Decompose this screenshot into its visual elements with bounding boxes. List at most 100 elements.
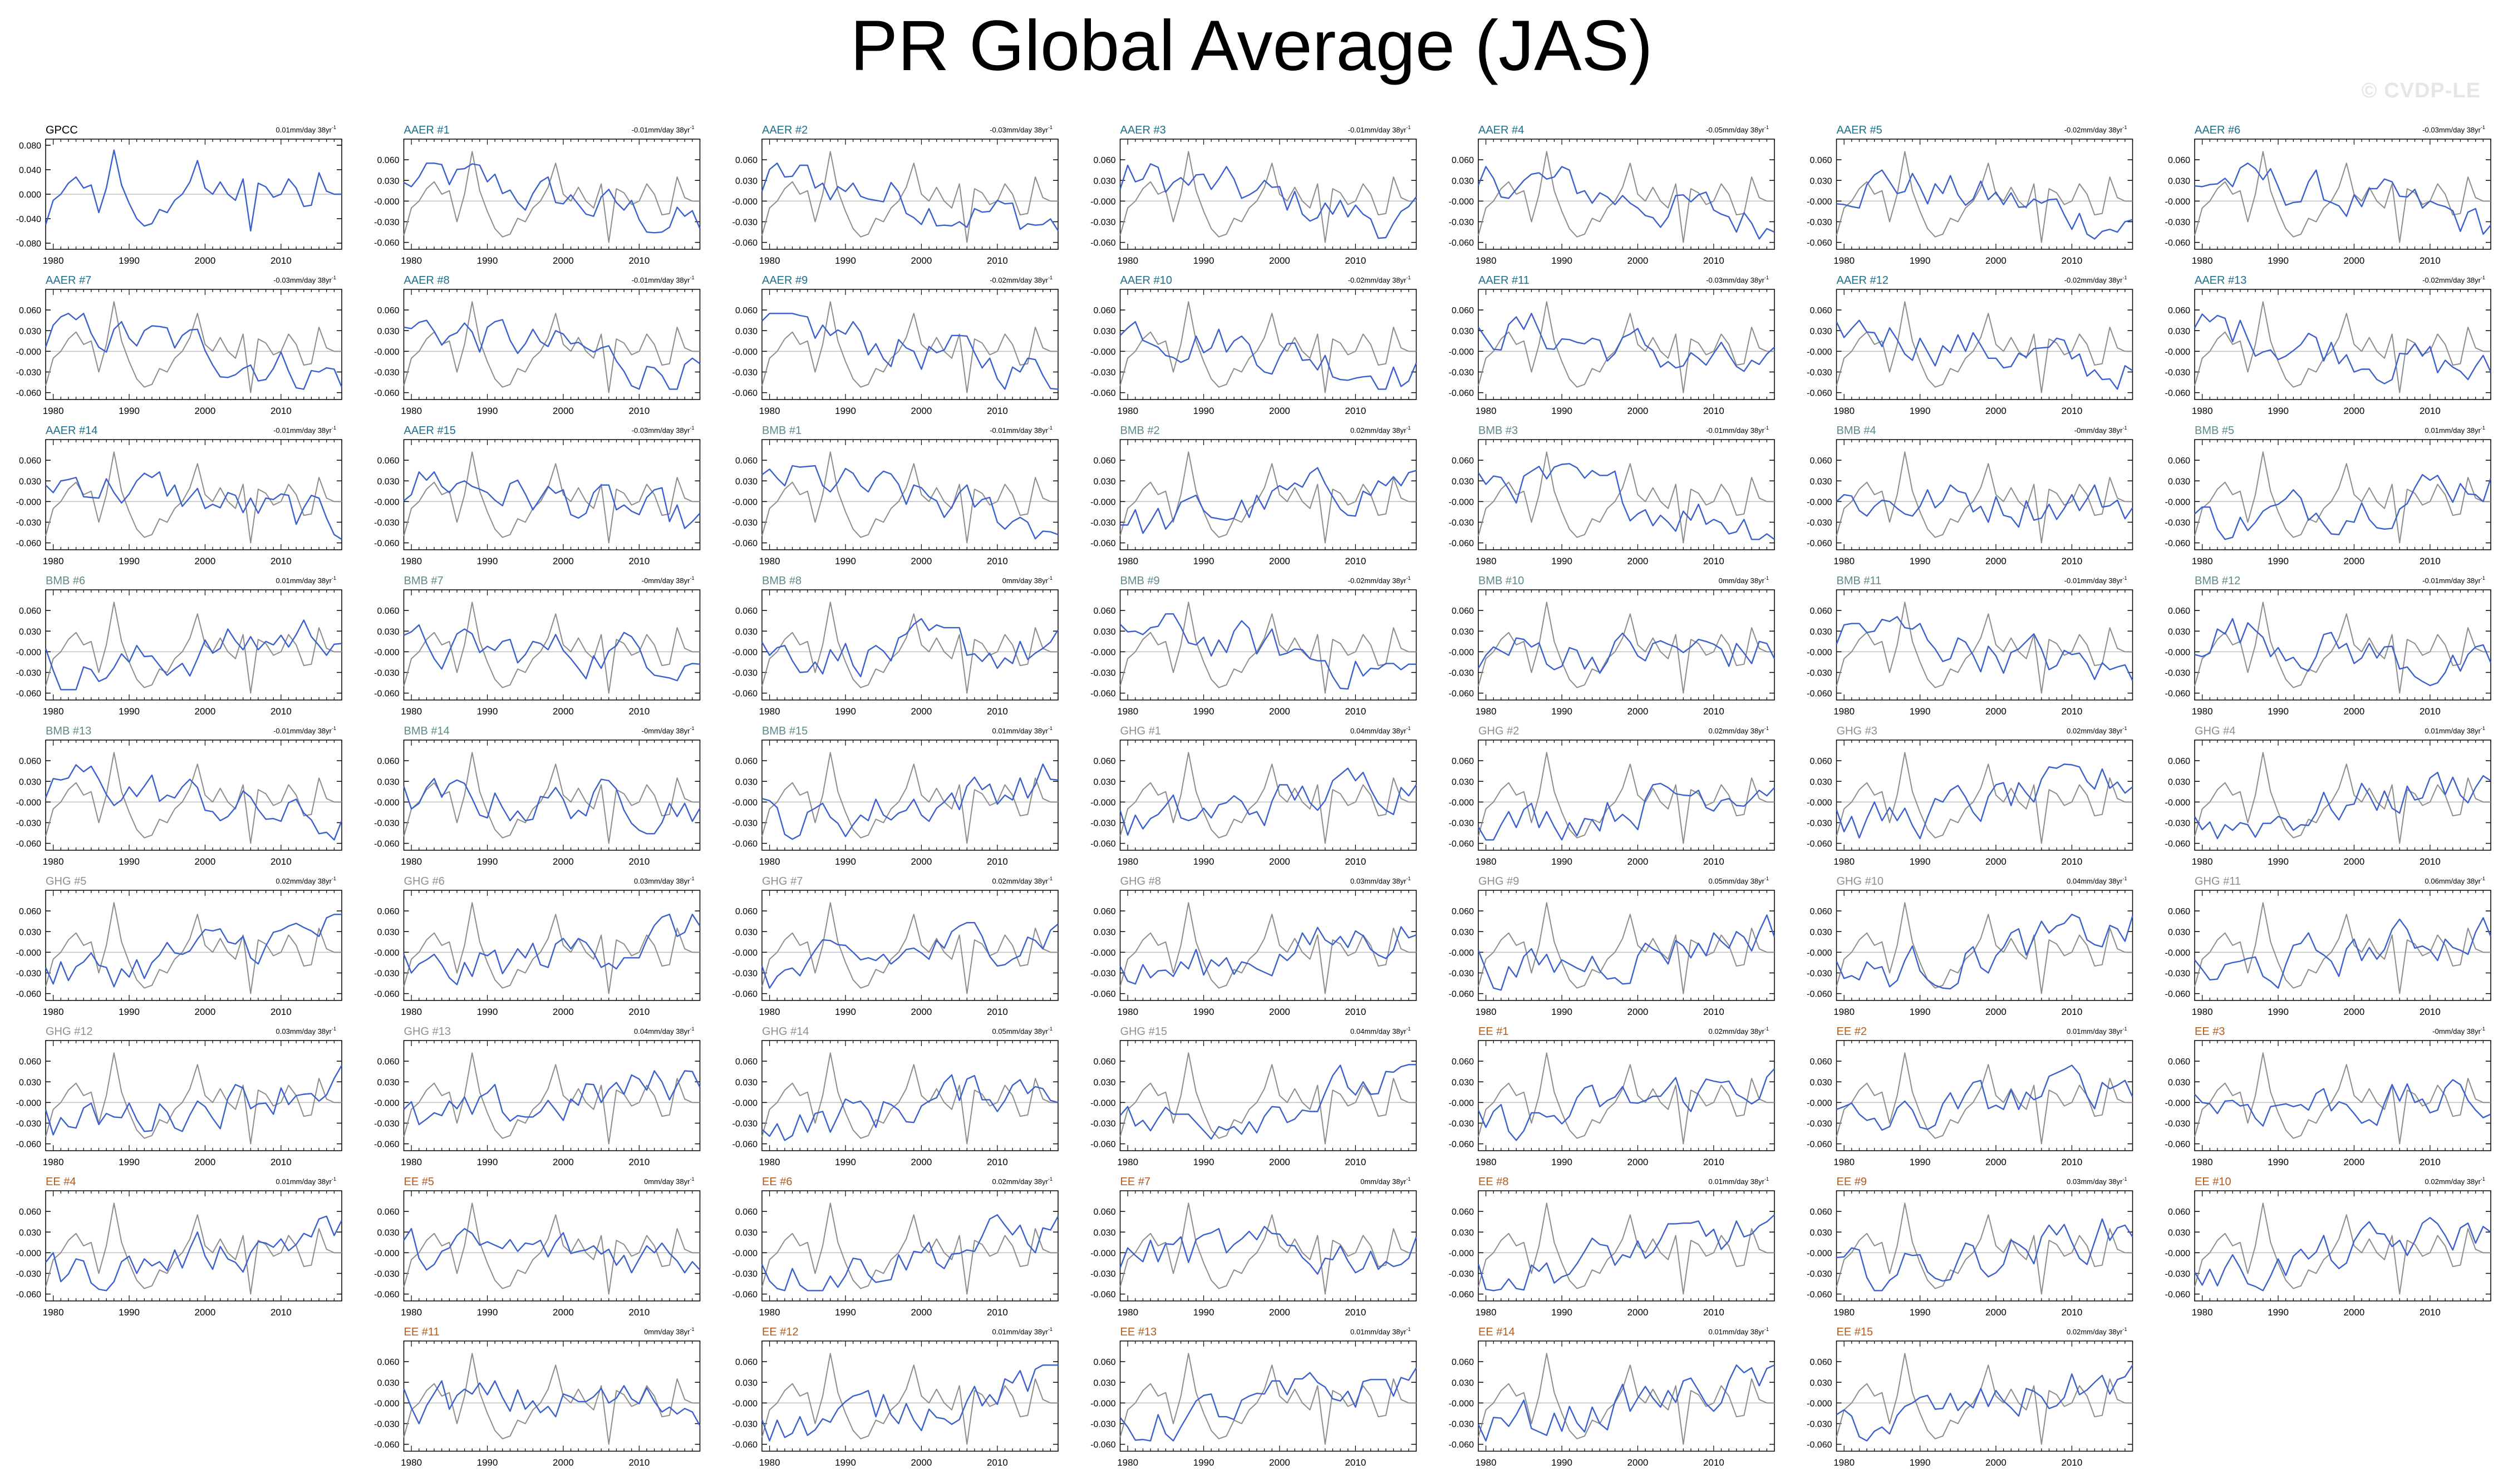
y-tick-label: 0.060 (1452, 907, 1474, 916)
observed-series-line (45, 451, 342, 544)
x-tick-label: 1980 (1476, 406, 1497, 416)
x-tick-label: 2010 (271, 255, 292, 266)
y-tick-label: -0.060 (1090, 689, 1115, 699)
x-tick-label: 1980 (43, 255, 64, 266)
x-tick-label: 1990 (1910, 1007, 1931, 1017)
panel-label: GHG #14 (762, 1026, 809, 1038)
y-tick-label: -0.000 (2165, 347, 2190, 357)
y-tick-label: -0.060 (1807, 239, 1832, 248)
panel-label: AAER #14 (46, 425, 97, 437)
y-tick-label: -0.030 (1807, 669, 1832, 678)
y-tick-label: 0.030 (19, 327, 41, 336)
y-tick-label: -0.040 (16, 215, 41, 224)
model-series-line (761, 162, 1059, 231)
x-tick-label: 2010 (271, 1007, 292, 1017)
model-series-line (761, 921, 1059, 989)
panel-frame (761, 890, 1059, 1001)
observed-series-line (761, 602, 1058, 694)
x-tick-label: 1990 (1551, 556, 1572, 566)
y-tick-label: 0.030 (735, 327, 758, 336)
model-series-line (1477, 782, 1775, 841)
y-tick-label: -0.030 (1807, 819, 1832, 829)
trend-label: 0mm/day 38yr-1 (1002, 575, 1053, 585)
y-tick-label: -0.000 (1090, 798, 1115, 807)
x-tick-label: 1980 (759, 1007, 780, 1017)
panel-frame (1478, 139, 1775, 250)
trend-label: 0.01mm/day 38yr-1 (276, 575, 336, 585)
x-tick-label: 2010 (271, 406, 292, 416)
x-tick-label: 1980 (759, 1157, 780, 1167)
panel-label: GHG #11 (2195, 875, 2241, 888)
observed-series-line (45, 301, 342, 393)
x-tick-label: 1990 (119, 556, 140, 566)
panel-label: BMB #11 (1837, 575, 1882, 587)
x-tick-label: 1990 (119, 856, 140, 867)
y-tick-label: -0.030 (2165, 368, 2190, 378)
y-tick-label: -0.060 (1090, 990, 1115, 999)
model-series-line (404, 319, 701, 390)
x-tick-label: 2000 (195, 706, 216, 717)
y-tick-label: -0.000 (374, 948, 399, 958)
y-tick-label: -0.000 (1090, 197, 1115, 206)
x-tick-label: 1980 (2192, 255, 2213, 266)
panel-frame (45, 289, 342, 400)
y-tick-label: -0.060 (1807, 689, 1832, 699)
model-series-line (1119, 613, 1417, 690)
y-tick-label: -0.030 (374, 969, 399, 979)
y-tick-label: -0.030 (2165, 218, 2190, 228)
y-tick-label: -0.000 (1449, 1098, 1474, 1108)
x-tick-label: 1980 (1117, 255, 1138, 266)
y-tick-label: -0.060 (2165, 689, 2190, 699)
observed-series-line (1119, 902, 1417, 994)
y-tick-label: 0.030 (377, 176, 399, 186)
trend-label: 0.02mm/day 38yr-1 (1350, 425, 1410, 435)
observed-series-line (45, 149, 342, 232)
trend-superscript: -1 (2122, 125, 2127, 130)
y-tick-label: 0.030 (377, 777, 399, 787)
x-tick-label: 2010 (987, 706, 1008, 717)
panel-label: BMB #13 (46, 725, 91, 737)
model-series-line (45, 471, 342, 540)
x-tick-label: 2000 (1627, 706, 1649, 717)
x-tick-label: 2000 (911, 406, 932, 416)
y-tick-label: -0.000 (374, 347, 399, 357)
x-tick-label: 2010 (1345, 856, 1366, 867)
panel-label: BMB #2 (1120, 425, 1160, 437)
trend-label: 0.01mm/day 38yr-1 (2425, 726, 2485, 735)
x-tick-label: 1990 (835, 1007, 856, 1017)
x-tick-label: 2000 (553, 556, 574, 566)
trend-superscript: -1 (1764, 275, 1769, 280)
y-tick-label: 0.030 (1809, 477, 1832, 486)
y-tick-label: 0.060 (19, 757, 41, 766)
trend-superscript: -1 (1406, 876, 1410, 881)
y-tick-label: -0.060 (1449, 389, 1474, 398)
y-tick-label: -0.030 (1449, 969, 1474, 979)
y-tick-label: 0.060 (1452, 607, 1474, 616)
x-tick-label: 2010 (271, 1157, 292, 1167)
y-tick-label: 0.030 (377, 627, 399, 637)
y-tick-label: -0.000 (2165, 197, 2190, 206)
panel-label: GHG #12 (46, 1026, 92, 1038)
panel-label: BMB #14 (404, 725, 450, 737)
trend-superscript: -1 (2481, 876, 2485, 881)
x-tick-label: 1980 (401, 856, 422, 867)
y-tick-label: 0.060 (735, 757, 758, 766)
x-tick-label: 2010 (628, 406, 650, 416)
y-tick-label: 0.030 (1452, 1078, 1474, 1087)
panel-label: AAER #8 (404, 274, 450, 287)
y-tick-label: -0.060 (1449, 1140, 1474, 1150)
trend-label: 0.03mm/day 38yr-1 (1350, 876, 1410, 885)
trend-label: 0.04mm/day 38yr-1 (634, 1026, 694, 1036)
trend-label: -0.02mm/day 38yr-1 (2422, 275, 2485, 284)
model-series-line (2194, 162, 2491, 235)
x-tick-label: 1980 (1476, 706, 1497, 717)
y-tick-label: -0.060 (1449, 689, 1474, 699)
y-tick-label: 0.030 (735, 477, 758, 486)
y-tick-label: 0.060 (1809, 306, 1832, 315)
observed-series-line (1836, 301, 2133, 393)
y-tick-label: -0.000 (732, 197, 758, 206)
model-series-line (1477, 914, 1776, 991)
